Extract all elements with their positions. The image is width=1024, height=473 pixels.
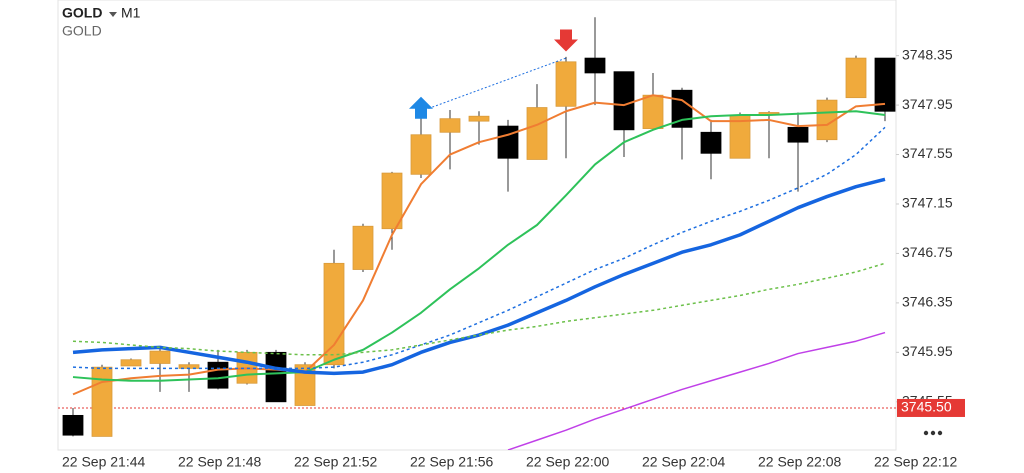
more-dot	[923, 430, 929, 436]
price-label: 3745.50	[901, 399, 952, 415]
x-tick-label: 22 Sep 22:00	[526, 454, 610, 470]
subtitle: GOLD	[62, 23, 102, 39]
candle-body	[468, 115, 490, 122]
x-tick-label: 22 Sep 22:12	[874, 454, 958, 470]
candle-body	[91, 366, 113, 437]
signal-arrow	[554, 29, 578, 52]
axis-layer: 3748.35 3747.95 3747.55 3747.15 3746.75 3746.…	[62, 46, 965, 470]
x-tick-label: 22 Sep 21:52	[294, 454, 378, 470]
candle-body	[700, 131, 722, 154]
candle-body	[410, 134, 432, 175]
candle-body	[294, 364, 316, 406]
y-tick-label: 3746.35	[902, 294, 953, 310]
ma-line	[72, 94, 886, 396]
candle-body	[381, 172, 403, 230]
candle-body	[207, 361, 229, 389]
y-tick-label: 3747.15	[902, 195, 953, 211]
x-tick-label: 22 Sep 21:44	[62, 454, 146, 470]
ma-line	[72, 262, 886, 356]
candle-body	[584, 57, 606, 74]
plot-frame	[57, 0, 897, 451]
more-dot	[930, 430, 936, 436]
candle-body	[265, 351, 287, 403]
candle-body	[787, 126, 809, 143]
x-tick-label: 22 Sep 22:08	[758, 454, 842, 470]
candle-body	[439, 118, 461, 133]
candle-body	[613, 71, 635, 131]
signal-arrow	[409, 96, 433, 119]
x-tick-label: 22 Sep 21:56	[410, 454, 494, 470]
candle-body	[352, 225, 374, 270]
more-button[interactable]	[923, 430, 943, 436]
x-tick-label: 22 Sep 22:04	[642, 454, 726, 470]
y-tick-label: 3745.95	[902, 343, 953, 359]
symbol[interactable]: GOLD	[62, 5, 102, 21]
candle-body	[120, 359, 142, 367]
ma-line	[72, 177, 886, 376]
y-tick-label: 3746.75	[902, 244, 953, 260]
ma-line	[72, 126, 886, 370]
candle-body	[845, 57, 867, 99]
more-dot	[937, 430, 943, 436]
candle-body	[555, 61, 577, 107]
candle-body	[642, 94, 664, 129]
ma-line	[72, 110, 886, 382]
candle-body	[323, 262, 345, 366]
y-tick-label: 3747.55	[902, 145, 953, 161]
candle-body	[62, 414, 84, 436]
plot-area	[58, 17, 896, 450]
candle-body	[149, 350, 171, 364]
trend-line	[420, 57, 567, 112]
y-tick-label: 3747.95	[902, 96, 953, 112]
candle-body	[497, 125, 519, 159]
price-label-box	[897, 398, 965, 417]
y-tick-label: 3748.35	[902, 46, 953, 62]
candle-body	[816, 99, 838, 141]
ma-line	[507, 331, 886, 450]
timeframe[interactable]: M1	[121, 5, 141, 21]
candle-body	[874, 57, 896, 112]
x-tick-label: 22 Sep 21:48	[178, 454, 262, 470]
candle-body	[526, 107, 548, 160]
symbol-menu-icon[interactable]	[109, 12, 117, 17]
